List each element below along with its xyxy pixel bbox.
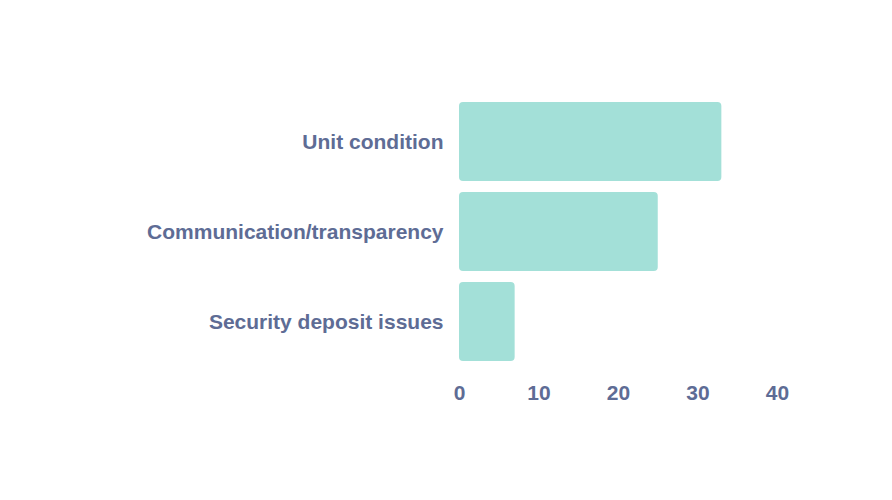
svg-text:30: 30 [686, 381, 709, 404]
svg-text:Communication/transparency: Communication/transparency [147, 220, 444, 243]
svg-text:Security deposit issues: Security deposit issues [209, 310, 444, 333]
svg-text:Unit condition: Unit condition [302, 130, 443, 153]
svg-text:0: 0 [454, 381, 466, 404]
svg-text:10: 10 [527, 381, 550, 404]
svg-text:40: 40 [766, 381, 789, 404]
svg-text:20: 20 [607, 381, 630, 404]
